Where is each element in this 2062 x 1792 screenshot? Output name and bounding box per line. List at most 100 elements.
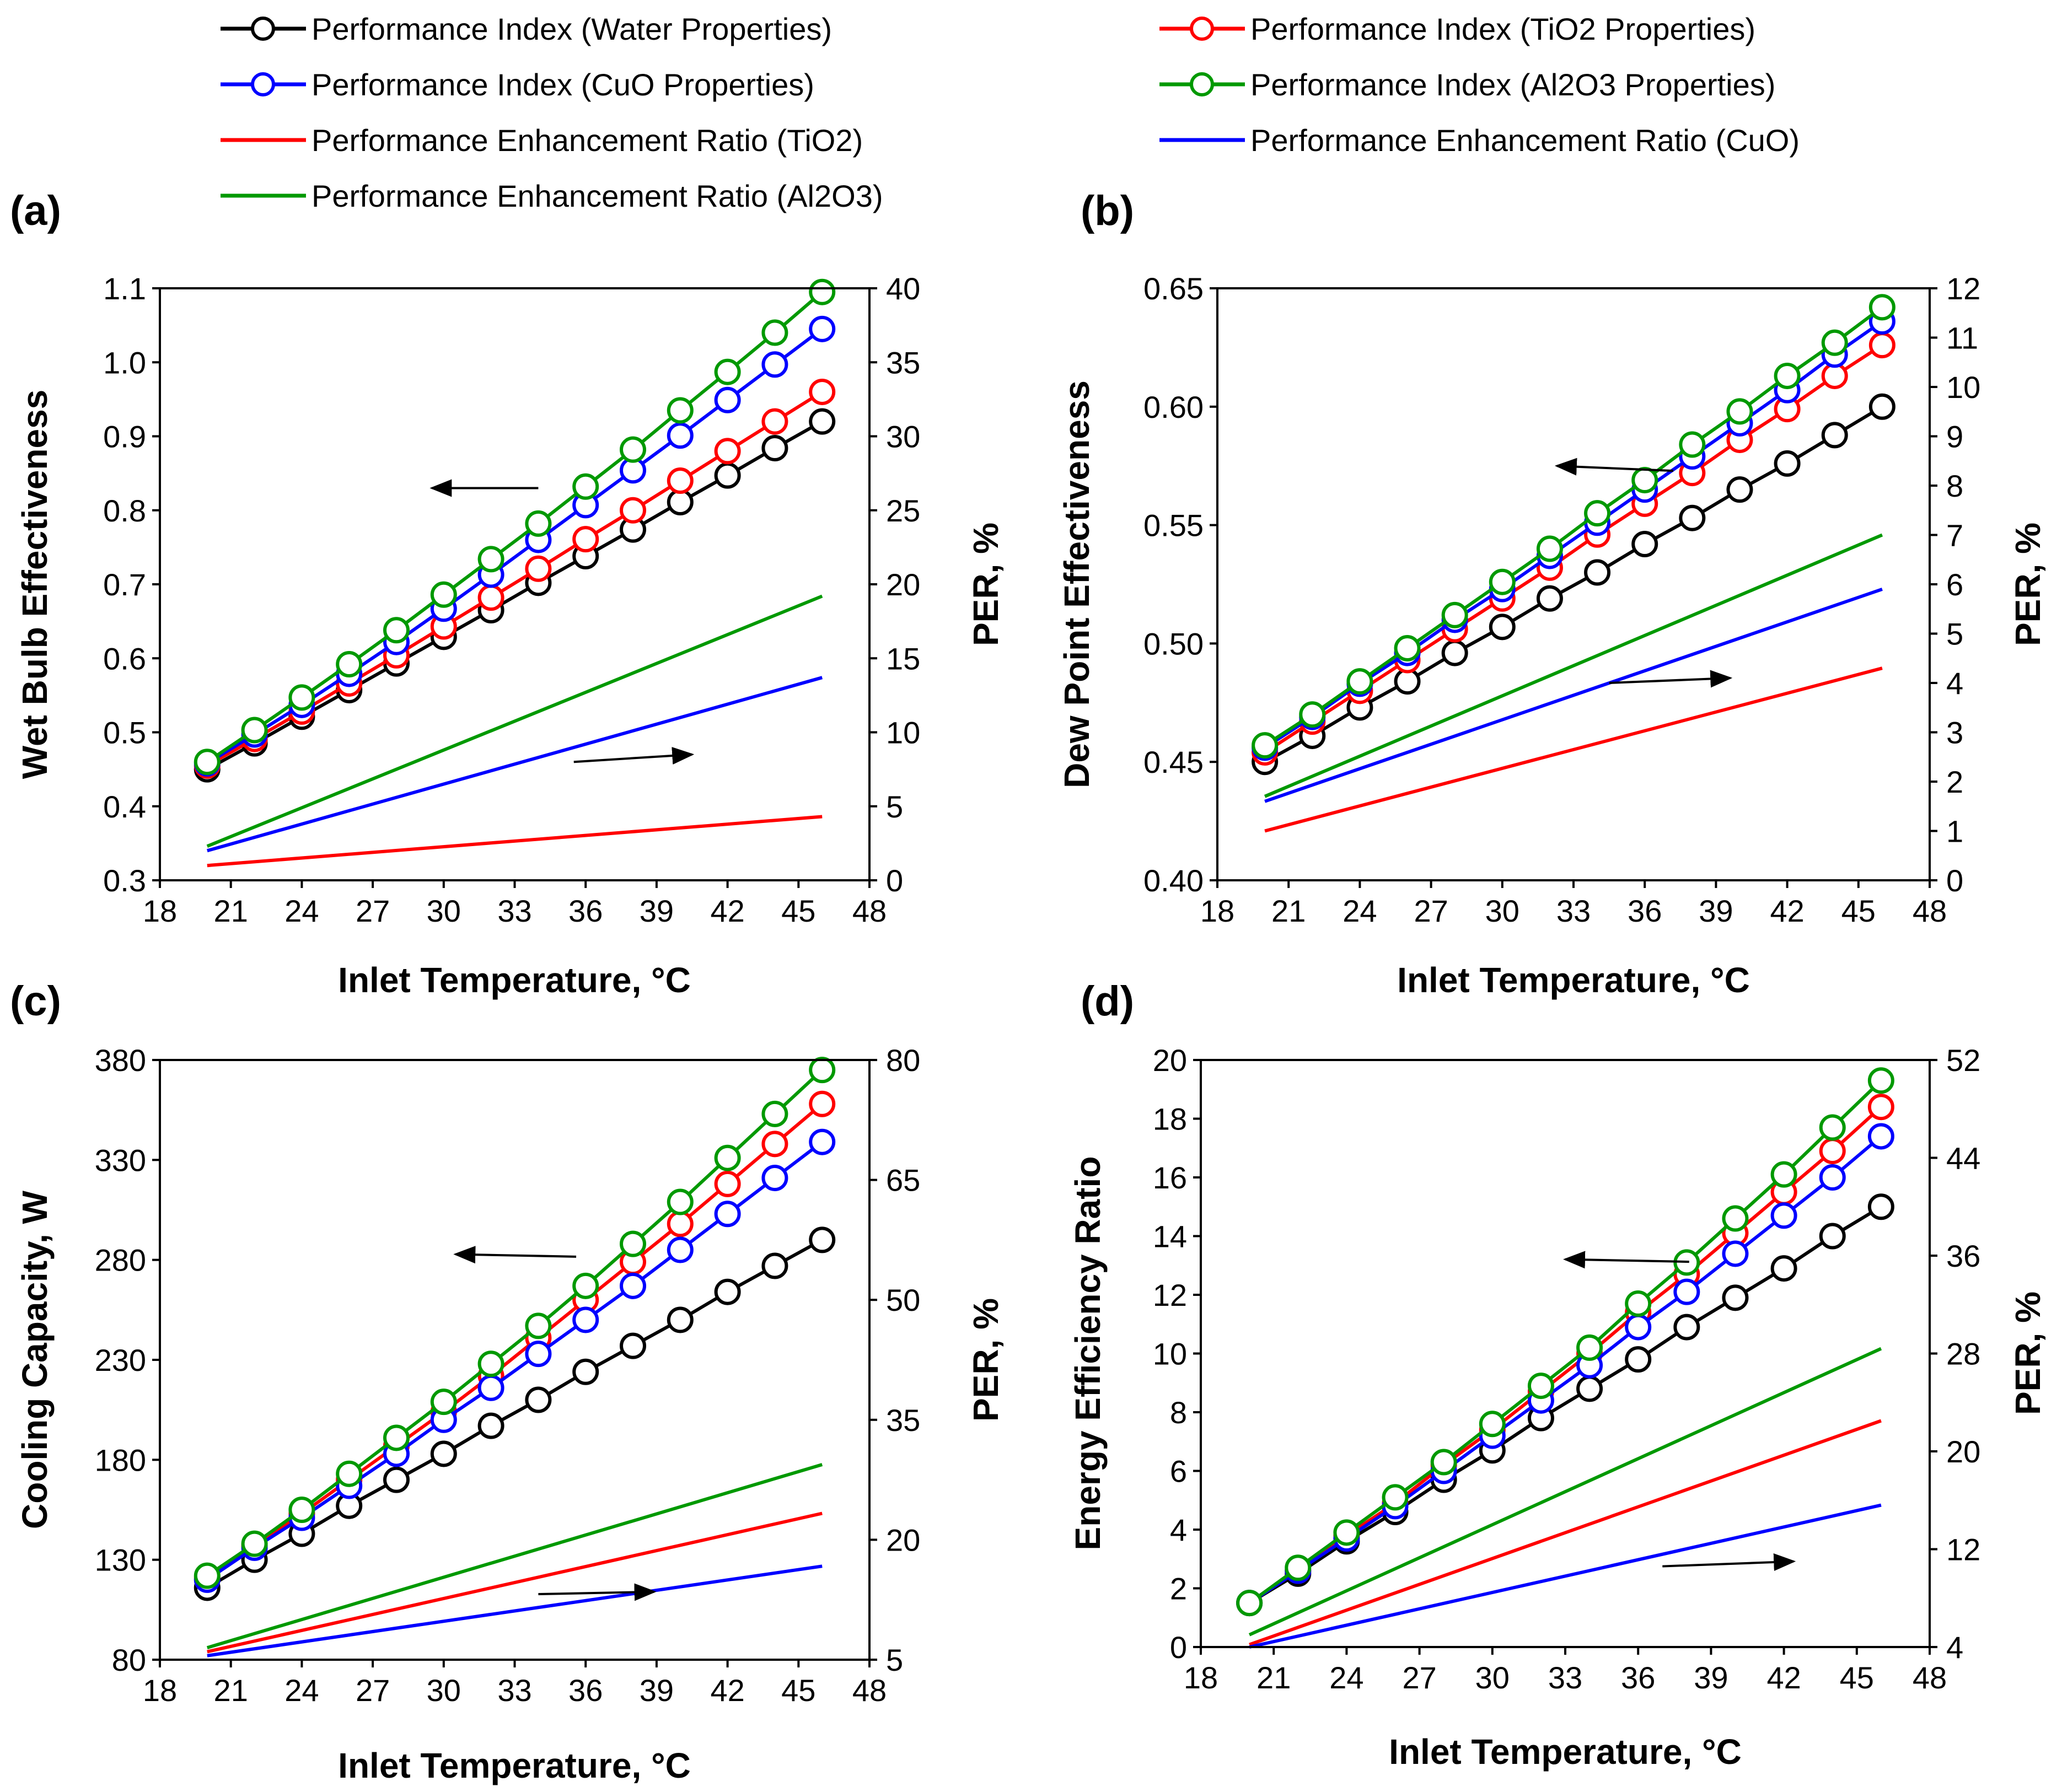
x-tick-label: 36 bbox=[568, 1673, 603, 1708]
x-tick-label: 18 bbox=[1184, 1660, 1218, 1695]
series-line bbox=[207, 815, 823, 868]
data-point bbox=[714, 1170, 741, 1197]
panel-label: (b) bbox=[1081, 187, 1134, 234]
data-point bbox=[430, 1440, 457, 1467]
data-point bbox=[667, 1236, 694, 1263]
x-tick-label: 33 bbox=[1548, 1660, 1582, 1695]
data-point bbox=[383, 1466, 410, 1493]
data-point bbox=[809, 408, 836, 435]
x-tick-label: 18 bbox=[143, 1673, 177, 1708]
y-tick-label: 0.50 bbox=[1143, 626, 1204, 661]
data-point bbox=[477, 584, 504, 611]
data-point bbox=[1726, 398, 1753, 425]
data-point bbox=[1819, 1114, 1846, 1141]
data-point bbox=[714, 358, 741, 385]
tick-labels: 18 21 24 27 30 33 36 39 42 45 48024681012141618204… bbox=[1153, 1043, 1981, 1695]
y-tick-label: 0.40 bbox=[1143, 863, 1204, 898]
data-point bbox=[477, 546, 504, 573]
y2-tick-label: 6 bbox=[1946, 567, 1963, 602]
series-line bbox=[207, 1564, 823, 1658]
y-tick-label: 14 bbox=[1153, 1219, 1187, 1254]
x-tick-label: 27 bbox=[356, 1673, 390, 1708]
y2-axis-title: PER, % bbox=[966, 523, 1006, 646]
y-tick-label: 0.60 bbox=[1143, 390, 1204, 424]
x-tick-label: 48 bbox=[1913, 1660, 1947, 1695]
x-axis-title: Inlet Temperature, °C bbox=[1389, 1732, 1742, 1772]
series-performance-index-al2o3-properties bbox=[194, 278, 836, 776]
x-tick-label: 24 bbox=[1329, 1660, 1363, 1695]
data-point bbox=[809, 315, 836, 342]
y2-tick-label: 28 bbox=[1946, 1337, 1980, 1371]
data-point bbox=[1236, 1590, 1263, 1617]
panel-b: (b) 18 21 24 27 30 33 36 39 42 45 480.400.450.500.… bbox=[1057, 187, 2048, 1000]
x-tick-label: 42 bbox=[1766, 1660, 1801, 1695]
x-tick-label: 42 bbox=[710, 894, 744, 928]
y2-tick-label: 5 bbox=[886, 1643, 903, 1677]
x-tick-label: 39 bbox=[640, 894, 674, 928]
legend-marker bbox=[1190, 17, 1214, 41]
series-performance-index-water-properties bbox=[194, 408, 836, 783]
series-line bbox=[207, 1511, 823, 1654]
data-point bbox=[288, 1497, 315, 1523]
series-performance-index-al2o3-properties bbox=[1236, 1067, 1894, 1617]
data-point bbox=[761, 319, 788, 346]
y2-tick-label: 20 bbox=[1946, 1434, 1980, 1469]
x-tick-label: 45 bbox=[781, 1673, 815, 1708]
series-performance-enhancement-ratio-cuo bbox=[207, 1564, 823, 1658]
series-performance-index-al2o3-properties bbox=[1252, 294, 1895, 759]
x-tick-label: 21 bbox=[1271, 894, 1306, 928]
series-performance-enhancement-ratio-cuo bbox=[1249, 1503, 1882, 1649]
x-tick-label: 21 bbox=[214, 894, 248, 928]
x-tick-label: 24 bbox=[284, 894, 319, 928]
data-point bbox=[477, 1374, 504, 1401]
x-tick-label: 24 bbox=[284, 1673, 319, 1708]
data-point bbox=[1867, 1123, 1894, 1150]
y-tick-label: 2 bbox=[1170, 1572, 1187, 1606]
x-tick-label: 21 bbox=[214, 1673, 248, 1708]
series-performance-enhancement-ratio-cuo bbox=[206, 676, 823, 853]
data-point bbox=[241, 1530, 268, 1557]
data-point bbox=[714, 1278, 741, 1305]
panel-label: (d) bbox=[1081, 978, 1134, 1025]
data-point bbox=[761, 351, 788, 378]
y2-tick-label: 80 bbox=[886, 1043, 920, 1078]
data-point bbox=[572, 1306, 599, 1333]
data-point bbox=[667, 1188, 694, 1215]
series-performance-index-water-properties bbox=[1236, 1193, 1894, 1617]
legend-entry-al2o3-per: Performance Enhancement Ratio (Al2O3) bbox=[221, 179, 883, 213]
y-tick-label: 380 bbox=[95, 1043, 146, 1078]
data-point bbox=[1819, 1223, 1846, 1250]
legend-entry-tio2-per: Performance Enhancement Ratio (TiO2) bbox=[221, 123, 863, 158]
series-performance-enhancement-ratio-tio2 bbox=[207, 815, 823, 868]
panel-c: (c) 18 21 24 27 30 33 36 39 42 45 48 80 130 180 230 280… bbox=[10, 978, 1006, 1785]
panel-d: (d) 18 21 24 27 30 33 36 39 42 45 4802468101214161… bbox=[1068, 978, 2048, 1772]
data-point bbox=[383, 617, 410, 644]
y2-tick-label: 35 bbox=[886, 345, 920, 380]
data-point bbox=[667, 488, 694, 515]
data-point bbox=[1774, 362, 1801, 389]
data-point bbox=[1673, 1278, 1700, 1305]
data-point bbox=[1536, 535, 1563, 562]
plot-content bbox=[194, 278, 836, 868]
y2-axis-title: PER, % bbox=[966, 1298, 1006, 1422]
data-point bbox=[1333, 1519, 1360, 1546]
data-point bbox=[1679, 504, 1706, 531]
data-point bbox=[1285, 1554, 1312, 1581]
x-tick-label: 45 bbox=[781, 894, 815, 928]
legend-entry-cuo-per: Performance Enhancement Ratio (CuO) bbox=[1159, 123, 1800, 158]
x-tick-label: 45 bbox=[1841, 894, 1876, 928]
data-point bbox=[572, 1358, 599, 1385]
data-point bbox=[1867, 1193, 1894, 1220]
y-tick-label: 8 bbox=[1170, 1395, 1187, 1430]
series-line bbox=[1264, 533, 1883, 798]
legend: Performance Index (Water Properties) Per… bbox=[221, 12, 1800, 213]
data-point bbox=[194, 1562, 221, 1589]
x-tick-label: 30 bbox=[427, 1673, 461, 1708]
data-point bbox=[809, 1226, 836, 1253]
legend-entry-tio2-index: Performance Index (TiO2 Properties) bbox=[1159, 12, 1755, 46]
y2-axis-title: PER, % bbox=[2008, 1291, 2048, 1415]
data-point bbox=[1631, 466, 1658, 493]
y2-tick-label: 36 bbox=[1946, 1239, 1980, 1273]
data-point bbox=[809, 378, 836, 405]
data-point bbox=[620, 436, 646, 463]
